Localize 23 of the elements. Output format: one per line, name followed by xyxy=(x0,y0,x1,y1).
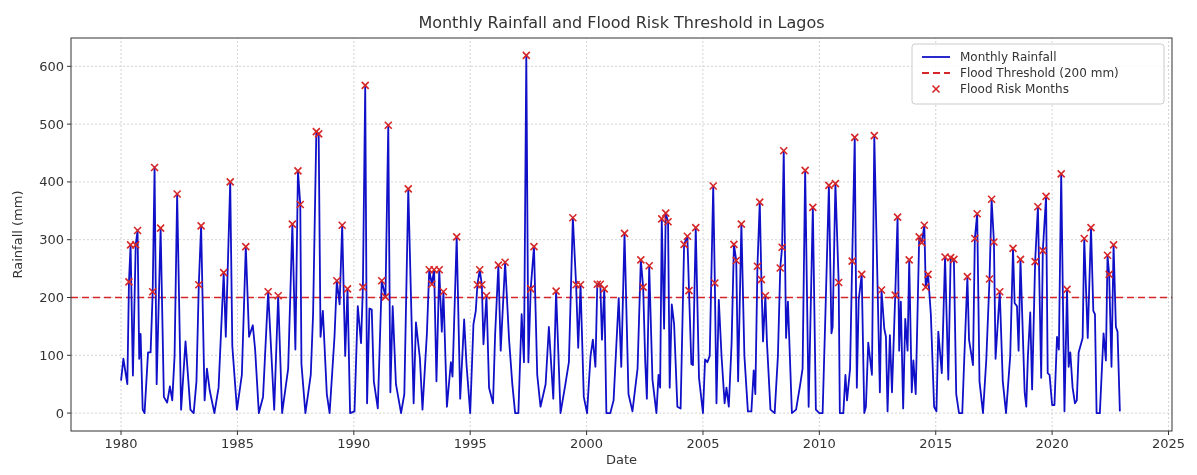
legend-label: Monthly Rainfall xyxy=(960,50,1057,64)
legend-label: Flood Risk Months xyxy=(960,82,1069,96)
y-tick-label: 100 xyxy=(39,347,64,363)
x-tick-label: 2020 xyxy=(1035,436,1069,451)
y-tick-label: 500 xyxy=(39,116,64,132)
y-tick-label: 600 xyxy=(39,58,64,74)
x-tick-label: 1995 xyxy=(453,436,487,451)
x-tick-label: 2010 xyxy=(802,436,836,451)
x-tick-label: 2005 xyxy=(686,436,720,451)
x-tick-label: 1990 xyxy=(337,436,371,451)
y-tick-label: 0 xyxy=(55,405,64,421)
chart-title: Monthly Rainfall and Flood Risk Threshold in Lagos xyxy=(418,13,825,32)
x-axis-title: Date xyxy=(605,452,638,467)
y-tick-label: 200 xyxy=(39,290,64,305)
y-tick-label: 300 xyxy=(39,232,64,248)
x-tick-label: 2000 xyxy=(570,436,604,451)
x-tick-label: 1980 xyxy=(104,436,138,451)
y-axis-title: Rainfall (mm) xyxy=(10,190,25,279)
y-tick-label: 400 xyxy=(39,174,64,190)
x-tick-label: 2015 xyxy=(919,436,953,451)
x-tick-label: 1985 xyxy=(220,436,254,451)
legend-label: Flood Threshold (200 mm) xyxy=(960,66,1119,80)
x-tick-label: 2025 xyxy=(1151,436,1186,451)
